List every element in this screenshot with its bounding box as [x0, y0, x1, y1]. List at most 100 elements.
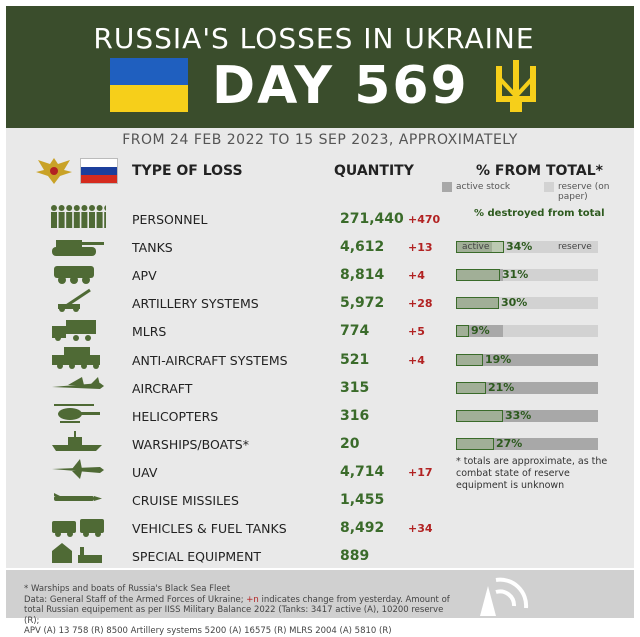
- percent-bar: 19%: [456, 352, 598, 366]
- row-quantity: 8,814: [340, 267, 385, 284]
- row-label: HELICOPTERS: [132, 408, 219, 424]
- percent-label: 19%: [485, 352, 512, 366]
- reserve-segment: [503, 325, 598, 338]
- legend-active-swatch: [442, 182, 452, 192]
- active-stock-segment: [456, 353, 598, 366]
- footer-line-1: * Warships and boats of Russia's Black S…: [24, 584, 231, 594]
- destroyed-segment: [456, 297, 499, 310]
- row-change: +13: [408, 241, 433, 255]
- destroyed-segment: [456, 241, 504, 254]
- row-change: +470: [408, 213, 441, 226]
- vehicles-icon: [52, 519, 104, 538]
- page-title: RUSSIA'S LOSSES IN UKRAINE: [93, 22, 535, 55]
- row-change: +4: [408, 353, 425, 367]
- percent-bar: 21%: [456, 381, 598, 394]
- helicopter-icon: [54, 403, 100, 423]
- trident-icon: [496, 60, 536, 112]
- active-stock-segment: [456, 381, 598, 394]
- row-quantity: 4,612: [340, 239, 385, 256]
- column-percent-header: % FROM TOTAL*: [476, 163, 603, 179]
- row-label: APV: [132, 268, 157, 284]
- aircraft-icon: [52, 376, 104, 389]
- active-stock-segment: [456, 241, 492, 254]
- row-label: ANTI-AIRCRAFT SYSTEMS: [132, 352, 288, 368]
- percent-bar: 30%: [456, 296, 598, 310]
- row-label: ARTILLERY SYSTEMS: [132, 296, 259, 312]
- row-label: AIRCRAFT: [132, 380, 193, 396]
- mlrs-icon: [52, 320, 96, 342]
- footer-line-4: APV (A) 13 758 (R) 8500 Artillery system…: [24, 626, 392, 636]
- percent-bar: 31%: [456, 268, 598, 282]
- row-quantity: 316: [340, 407, 370, 424]
- footer-line-3: total Russian equipement as per IISS Mil…: [24, 605, 444, 626]
- column-quantity-header: QUANTITY: [334, 163, 414, 179]
- brand-logo-icon: [480, 577, 529, 616]
- footer-line-2: Data: General Staff of the Armed Forces …: [24, 594, 450, 605]
- destroyed-segment: [456, 325, 469, 338]
- row-quantity: 5,972: [340, 295, 385, 312]
- percent-label: 33%: [505, 408, 532, 422]
- footer-notes: * Warships and boats of Russia's Black S…: [24, 584, 452, 637]
- reserve-inner-label: reserve: [558, 242, 592, 253]
- day-counter: DAY 569: [212, 56, 469, 116]
- row-quantity: 1,455: [340, 492, 385, 508]
- row-quantity: 271,440: [340, 211, 404, 227]
- russia-flag-icon: [80, 158, 118, 184]
- row-label: SPECIAL EQUIPMENT: [132, 549, 262, 565]
- active-stock-segment: [456, 325, 503, 338]
- percent-bar: 9%: [456, 324, 598, 338]
- legend-active-label: active stock: [456, 182, 511, 192]
- row-quantity: 774: [340, 323, 370, 340]
- row-change: +5: [408, 325, 425, 339]
- column-type-header: TYPE OF LOSS: [132, 163, 243, 179]
- reserve-segment: [499, 297, 598, 310]
- infographic: RUSSIA'S LOSSES IN UKRAINE DAY 569 FROM …: [6, 6, 634, 636]
- legend-reserve-swatch: [544, 182, 554, 192]
- row-change: +28: [408, 297, 433, 311]
- content-panel: [6, 128, 634, 568]
- date-range: FROM 24 FEB 2022 TO 15 SEP 2023, APPROXI…: [122, 132, 518, 148]
- footer-panel: [6, 570, 634, 618]
- destroyed-segment: [456, 437, 494, 450]
- artillery-icon: [58, 289, 91, 313]
- row-label: CRUISE MISSILES: [132, 493, 239, 508]
- row-label: MLRS: [132, 324, 167, 340]
- percent-bar: 27%: [456, 437, 598, 450]
- destroyed-segment: [456, 409, 503, 422]
- destroyed-segment: [456, 269, 500, 282]
- row-quantity: 315: [340, 379, 370, 396]
- uav-icon: [52, 458, 104, 479]
- soldiers-icon: [51, 205, 106, 228]
- percent-label: 30%: [501, 296, 528, 310]
- apv-icon: [54, 266, 94, 285]
- row-label: PERSONNEL: [132, 212, 208, 227]
- special-equipment-icon: [52, 543, 102, 564]
- percent-bar: 34% active reserve: [456, 240, 598, 254]
- russian-eagle-icon: [36, 158, 72, 184]
- totals-note: * totals are approximate, as the combat …: [456, 456, 608, 491]
- legend-destroyed-label: % destroyed from total: [474, 208, 605, 219]
- destroyed-segment: [456, 353, 483, 366]
- active-stock-segment: [456, 437, 598, 450]
- ukraine-flag-icon: [110, 58, 188, 112]
- row-label: VEHICLES & FUEL TANKS: [132, 521, 287, 537]
- row-label: TANKS: [132, 240, 173, 256]
- reserve-segment: [492, 241, 598, 254]
- percent-label: 9%: [471, 324, 490, 338]
- row-quantity: 8,492: [340, 520, 385, 537]
- percent-bar: 33%: [456, 408, 598, 422]
- row-change: +17: [408, 465, 433, 479]
- row-quantity: 4,714: [340, 463, 385, 480]
- active-stock-segment: [456, 297, 499, 310]
- row-label: WARSHIPS/BOATS*: [132, 436, 249, 452]
- active-stock-segment: [456, 269, 503, 282]
- missile-icon: [54, 493, 102, 501]
- anti-aircraft-icon: [52, 346, 100, 369]
- active-inner-label: active: [462, 242, 490, 253]
- percent-label: 31%: [502, 268, 529, 282]
- row-quantity: 521: [340, 351, 370, 368]
- destroyed-segment: [456, 381, 486, 394]
- row-quantity: 889: [340, 548, 370, 565]
- row-quantity: 20: [340, 435, 360, 452]
- row-change: +4: [408, 269, 425, 283]
